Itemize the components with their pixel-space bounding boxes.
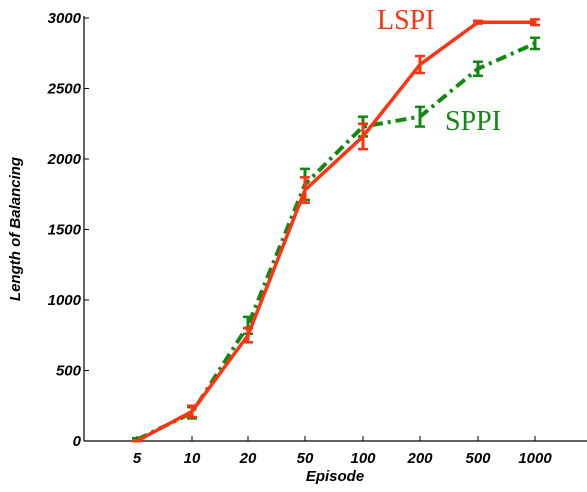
x-tick-label: 10 — [184, 450, 201, 467]
y-tick-label: 2500 — [47, 81, 82, 98]
x-tick-label: 100 — [350, 450, 376, 467]
y-tick-label: 0 — [73, 433, 82, 450]
x-tick-label: 500 — [465, 450, 491, 467]
y-axis-label: Length of Balancing — [7, 157, 24, 301]
y-tick-label: 3000 — [48, 10, 82, 27]
y-tick-label: 2000 — [47, 151, 82, 168]
y-tick-label: 1500 — [48, 222, 82, 239]
x-tick-label: 200 — [406, 450, 433, 467]
x-tick-label: 5 — [133, 450, 142, 467]
series-layer — [132, 18, 540, 443]
x-tick-label: 20 — [239, 450, 257, 467]
series-lspi — [132, 18, 540, 443]
x-axis-label: Episode — [306, 468, 364, 485]
series-label-lspi: LSPI — [377, 5, 435, 36]
y-tick-label: 500 — [56, 363, 82, 380]
series-sppi — [132, 36, 540, 443]
x-tick-label: 50 — [297, 450, 314, 467]
series-label-sppi: SPPI — [445, 106, 501, 137]
y-tick-label: 1000 — [48, 292, 82, 309]
x-tick-label: 1000 — [518, 450, 552, 467]
axes — [83, 16, 587, 442]
series-line-lspi — [136, 20, 535, 443]
x-ticks: 5 10 20 50 100 200 500 1000 — [133, 436, 552, 467]
y-ticks: 0 500 1000 1500 2000 2500 3000 — [47, 10, 89, 450]
series-line-sppi — [136, 41, 536, 442]
